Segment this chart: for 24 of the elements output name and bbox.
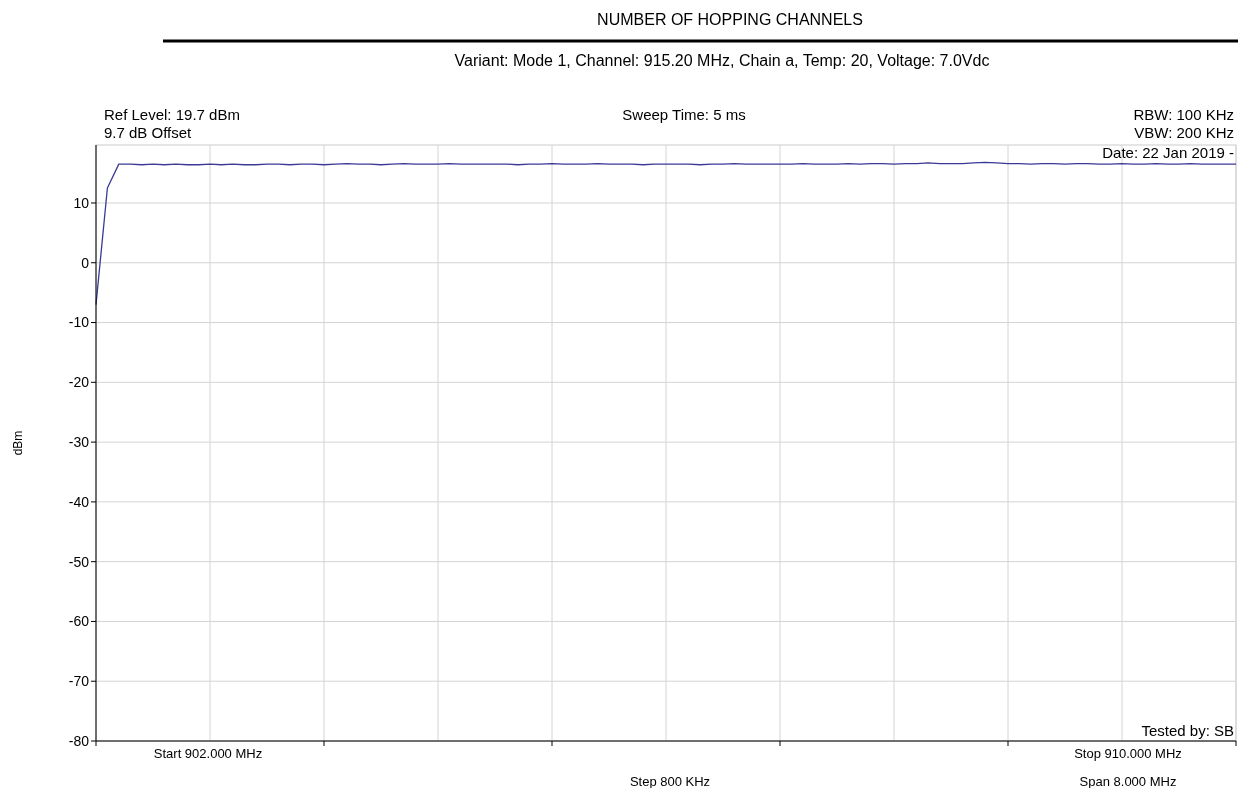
y-tick-label: -10 xyxy=(68,314,90,331)
text: Ref Level: 19.7 dBm xyxy=(104,106,240,123)
text: VBW: 200 KHz xyxy=(1134,124,1234,141)
y-tick-label: -50 xyxy=(68,553,90,570)
y-tick-label: -40 xyxy=(68,493,90,510)
y-tick-label: -60 xyxy=(68,613,90,630)
y-tick-label: 10 xyxy=(73,194,90,211)
text: 9.7 dB Offset xyxy=(104,124,193,141)
y-tick-label: -70 xyxy=(68,673,90,690)
annotation: Tested by: SB xyxy=(1141,722,1234,739)
y-tick-label: -20 xyxy=(68,374,90,391)
text: Step 800 KHz xyxy=(629,774,711,789)
y-tick-label: -30 xyxy=(68,434,90,450)
y-axis-title: dBm xyxy=(11,430,25,456)
text: Start 902.000 MHz xyxy=(153,746,263,761)
chart-title: NUMBER OF HOPPING CHANNELS xyxy=(597,11,863,28)
text: Stop 910.000 MHz xyxy=(1074,746,1182,761)
text: Sweep Time: 5 ms xyxy=(622,106,746,123)
annotation: Date: 22 Jan 2019 - xyxy=(1102,144,1234,161)
text: Span 8.000 MHz xyxy=(1079,774,1177,789)
y-tick-label: 0 xyxy=(81,254,90,271)
chart-subtitle: Variant: Mode 1, Channel: 915.20 MHz, Chain a, Temp: 20, Voltage: 7.0Vdc xyxy=(454,52,990,69)
y-tick-label: -80 xyxy=(68,732,90,749)
text: RBW: 100 KHz xyxy=(1133,106,1234,123)
